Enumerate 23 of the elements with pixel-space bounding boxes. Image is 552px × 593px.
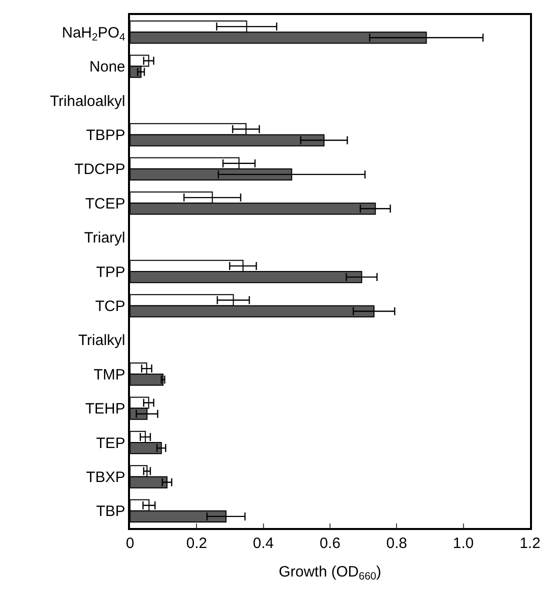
- x-tick-label: 0.6: [320, 534, 340, 552]
- y-tick-label: Triaryl: [84, 230, 126, 247]
- y-tick-label: Trihaloalkyl: [50, 92, 126, 110]
- y-tick-label: TMP: [94, 366, 126, 384]
- x-tick-label: 1.0: [452, 534, 474, 552]
- x-axis-title: Growth (OD$_{660}$): [278, 563, 382, 582]
- y-tick-label: TCEP: [85, 195, 126, 212]
- y-tick-label: NaH$_{2}$PO$_{4}$: [62, 24, 126, 44]
- y-tick-label: TBP: [96, 503, 126, 520]
- x-tick-label: 0.4: [252, 534, 274, 552]
- y-tick-label: TPP: [96, 264, 126, 281]
- y-tick-label: TBXP: [86, 468, 126, 486]
- x-tick-label: 1.2: [520, 534, 540, 552]
- x-tick-label: 0.2: [186, 534, 208, 552]
- y-tick-label: TDCPP: [74, 161, 126, 178]
- y-tick-label: None: [89, 58, 126, 76]
- y-tick-label: TBPP: [86, 126, 126, 144]
- y-tick-label: Trialkyl: [78, 332, 126, 350]
- x-tick-label: 0: [126, 534, 134, 552]
- y-tick-label: TEHP: [85, 400, 126, 418]
- x-tick-label: 0.8: [386, 534, 408, 552]
- y-tick-label: TCP: [95, 298, 126, 315]
- y-tick-label: TEP: [96, 434, 126, 452]
